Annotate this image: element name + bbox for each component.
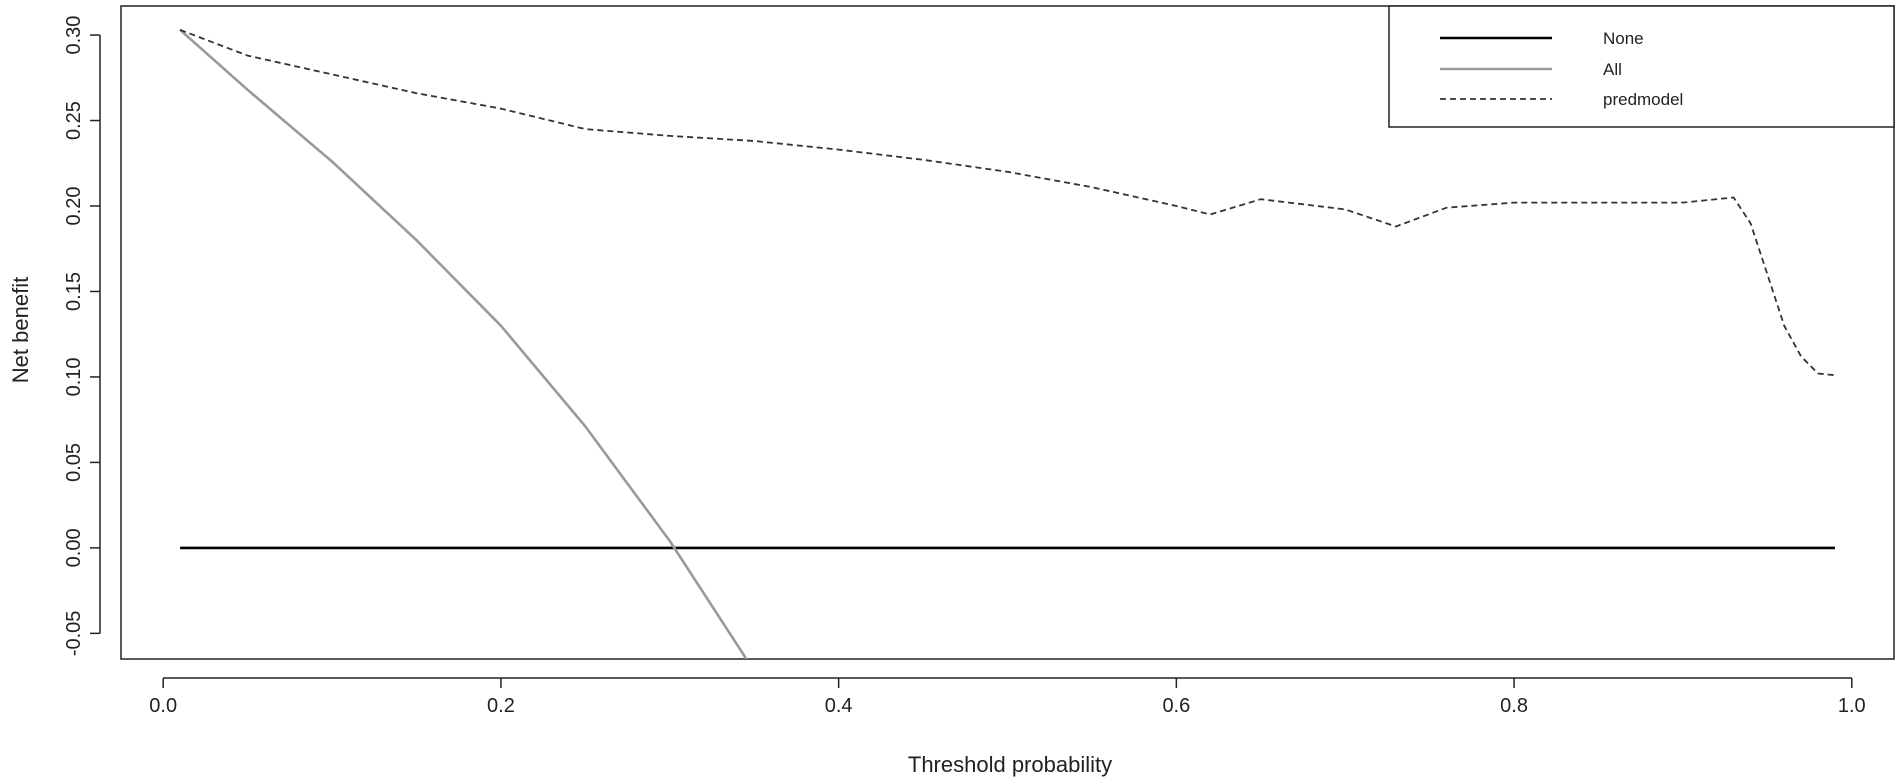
y-tick-label: 0.20 [63, 187, 85, 226]
y-axis: -0.05 0.00 0.05 0.10 0.15 0.20 0.25 0.30 [63, 16, 101, 657]
y-tick-label: -0.05 [63, 611, 85, 657]
legend-box [1388, 5, 1895, 128]
series-line-all [179, 28, 748, 659]
y-tick-label: 0.05 [63, 443, 85, 482]
x-axis: 0.0 0.2 0.4 0.6 0.8 1.0 [149, 677, 1866, 717]
legend-label-none: None [1603, 29, 1644, 48]
x-axis-title: Threshold probability [908, 752, 1112, 777]
x-tick-label: 0.8 [1500, 695, 1528, 717]
x-tick-label: 1.0 [1838, 695, 1866, 717]
plot-border [120, 5, 1895, 660]
series-line-predmodel [179, 29, 1835, 377]
plot-area [120, 5, 1895, 660]
x-tick-label: 0.2 [487, 695, 515, 717]
x-tick-label: 0.6 [1162, 695, 1190, 717]
legend-label-all: All [1603, 60, 1622, 79]
legend: None All predmodel [1388, 5, 1895, 128]
x-tick-label: 0.4 [825, 695, 853, 717]
y-tick-label: 0.30 [63, 16, 85, 55]
y-tick-label: 0.00 [63, 528, 85, 567]
y-tick-label: 0.25 [63, 101, 85, 140]
y-axis-title: Net benefit [8, 277, 33, 383]
y-tick-label: 0.15 [63, 272, 85, 311]
x-tick-label: 0.0 [149, 695, 177, 717]
legend-label-predmodel: predmodel [1603, 90, 1683, 109]
y-tick-label: 0.10 [63, 357, 85, 396]
series-lines [179, 28, 1835, 659]
